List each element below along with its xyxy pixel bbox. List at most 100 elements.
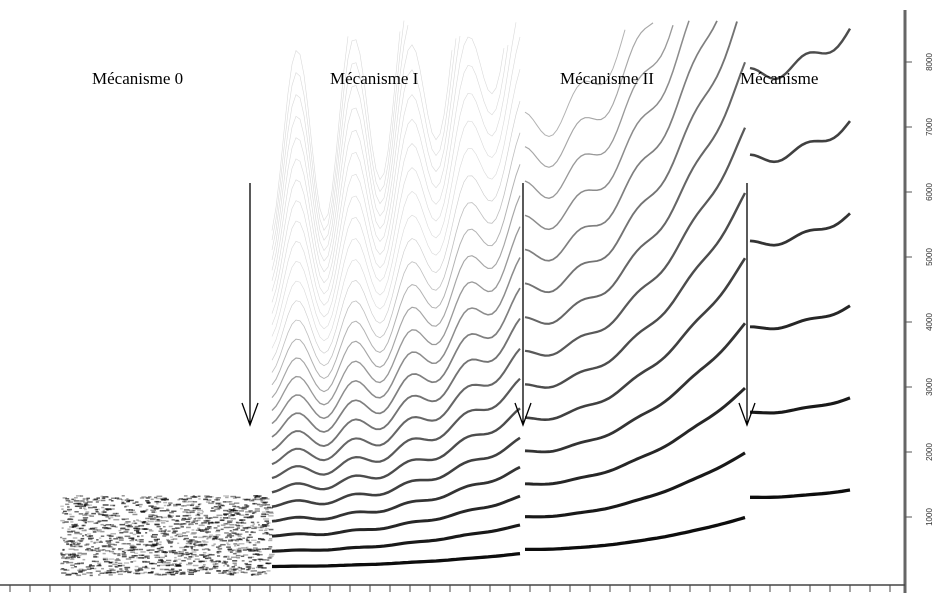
noise: [146, 509, 149, 511]
noise: [154, 574, 158, 576]
noise: [138, 568, 143, 570]
noise: [162, 562, 166, 564]
noise: [93, 531, 97, 533]
noise: [246, 537, 249, 539]
noise: [136, 544, 140, 546]
noise: [131, 538, 134, 540]
noise: [209, 517, 212, 519]
noise: [70, 516, 75, 518]
noise: [172, 519, 175, 521]
noise: [70, 565, 75, 567]
noise: [100, 531, 104, 533]
noise: [60, 552, 62, 554]
noise: [86, 566, 91, 568]
noise: [202, 536, 206, 538]
noise: [188, 517, 192, 519]
noise: [66, 557, 72, 559]
noise: [176, 504, 181, 506]
noise: [113, 513, 117, 515]
noise: [101, 511, 107, 513]
harmonic: [272, 554, 520, 567]
noise: [257, 541, 260, 543]
noise: [171, 511, 176, 513]
noise: [181, 519, 185, 521]
noise: [73, 537, 78, 539]
harmonic: [750, 398, 850, 413]
noise: [107, 570, 112, 572]
noise: [168, 502, 172, 504]
noise: [218, 561, 221, 563]
noise: [233, 543, 237, 545]
noise: [77, 552, 81, 554]
noise: [246, 541, 250, 543]
noise: [193, 565, 199, 567]
noise: [60, 537, 62, 539]
noise: [82, 535, 84, 537]
noise: [122, 554, 127, 556]
noise: [186, 564, 192, 566]
noise: [96, 511, 99, 512]
noise: [134, 530, 139, 532]
noise: [262, 511, 266, 513]
noise: [247, 527, 249, 529]
noise: [81, 554, 87, 556]
noise: [219, 545, 222, 547]
noise: [190, 546, 196, 548]
noise: [75, 505, 80, 507]
noise: [193, 520, 198, 522]
harmonic: [525, 128, 745, 356]
noise: [135, 539, 137, 541]
noise: [198, 517, 203, 519]
noise: [142, 557, 146, 559]
noise: [159, 557, 165, 559]
label: Mécanisme II: [560, 69, 654, 88]
tick-label: 6000: [925, 183, 934, 201]
noise: [64, 521, 68, 523]
noise: [203, 499, 208, 501]
noise: [117, 553, 120, 555]
noise: [133, 560, 136, 562]
noise: [164, 553, 167, 555]
noise: [202, 566, 206, 568]
noise: [193, 495, 195, 497]
noise: [149, 552, 152, 554]
noise: [209, 534, 213, 536]
noise: [182, 518, 186, 520]
noise: [195, 508, 200, 510]
noise: [193, 572, 196, 574]
noise: [242, 506, 247, 508]
noise: [230, 524, 235, 526]
noise: [176, 515, 180, 517]
noise: [73, 525, 78, 527]
noise: [110, 524, 114, 526]
noise: [82, 525, 85, 527]
noise: [209, 558, 211, 560]
noise: [79, 528, 84, 530]
noise: [139, 506, 142, 508]
noise: [61, 554, 66, 556]
noise: [69, 526, 72, 528]
noise: [214, 527, 218, 529]
noise: [190, 533, 195, 535]
noise: [151, 568, 155, 570]
noise: [124, 523, 128, 525]
noise: [174, 557, 176, 559]
tick-label: 4000: [925, 313, 934, 331]
noise: [169, 572, 174, 574]
noise: [156, 555, 160, 557]
noise: [215, 522, 219, 524]
noise: [108, 544, 111, 546]
noise: [180, 508, 183, 510]
noise: [113, 538, 118, 540]
noise: [178, 551, 181, 553]
tick-label: 7000: [925, 118, 934, 136]
harmonic: [525, 21, 717, 261]
noise: [72, 553, 76, 555]
noise: [237, 551, 242, 553]
noise: [130, 532, 133, 534]
noise: [168, 530, 171, 532]
noise: [196, 542, 200, 544]
noise: [195, 555, 199, 557]
noise: [231, 531, 234, 533]
noise: [246, 547, 248, 549]
